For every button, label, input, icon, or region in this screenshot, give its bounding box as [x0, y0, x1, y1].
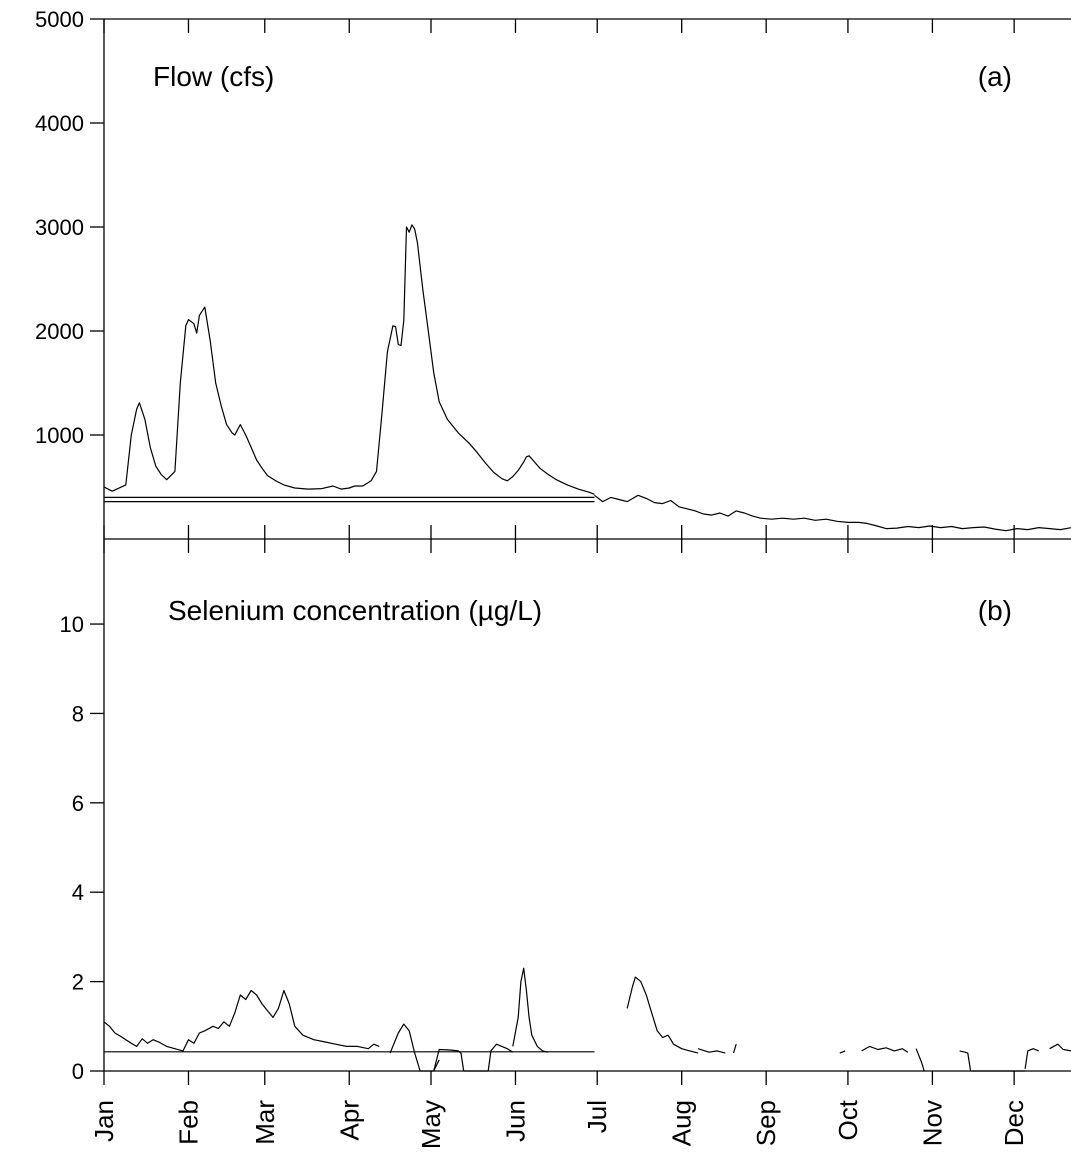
month-label-may: May — [416, 1100, 446, 1149]
month-label-feb: Feb — [173, 1100, 203, 1145]
month-label-jun: Jun — [500, 1100, 530, 1142]
panel-label: (b) — [978, 595, 1012, 626]
series-line-p1-1 — [389, 1023, 440, 1072]
series-line-p1-4 — [626, 976, 699, 1054]
series-line-p1-7 — [839, 1050, 846, 1054]
series-line-p1-13 — [1049, 1043, 1071, 1052]
y-tick-label: 1000 — [35, 423, 84, 448]
y-tick-label: 2000 — [35, 319, 84, 344]
series-line-p1-2 — [433, 1043, 514, 1072]
y-tick-label: 4000 — [35, 111, 84, 136]
series-line-p1-9 — [915, 1048, 925, 1072]
panel-title: Selenium concentration (µg/L) — [168, 595, 542, 626]
labels: 1000 2000 3000 4000 5000 Flow (cfs) (a) 0 2 4 6 8 10… — [35, 7, 1029, 1149]
month-label-dec: Dec — [999, 1100, 1029, 1146]
month-label-jul: Jul — [582, 1100, 612, 1133]
month-label-jan: Jan — [89, 1100, 119, 1142]
series-line-p1-3 — [512, 967, 549, 1053]
tick-marks — [90, 18, 1015, 1085]
series-line-p1-12 — [1024, 1048, 1039, 1069]
month-label-nov: Nov — [917, 1100, 947, 1146]
y-tick-label: 8 — [72, 701, 84, 726]
series-line-p0-0 — [103, 224, 595, 495]
series-line-p1-0 — [103, 989, 380, 1052]
month-label-sep: Sep — [751, 1100, 781, 1146]
axes — [103, 18, 1071, 1072]
y-tick-label: 5000 — [35, 7, 84, 32]
series-line-p1-8 — [861, 1045, 909, 1053]
month-label-apr: Apr — [334, 1100, 364, 1141]
data-lines — [103, 224, 1071, 1072]
month-label-oct: Oct — [833, 1099, 863, 1140]
series-line-p1-5 — [697, 1048, 726, 1054]
y-tick-label: 2 — [72, 970, 84, 995]
y-tick-label: 10 — [60, 612, 84, 637]
y-tick-label: 0 — [72, 1059, 84, 1084]
y-tick-label: 6 — [72, 791, 84, 816]
panel-title: Flow (cfs) — [153, 61, 274, 92]
month-label-aug: Aug — [667, 1100, 697, 1146]
series-line-p1-10 — [959, 1050, 972, 1072]
series-line-p0-1 — [594, 494, 1071, 532]
month-label-mar: Mar — [250, 1100, 280, 1145]
y-tick-label: 4 — [72, 880, 84, 905]
panel-label: (a) — [978, 61, 1012, 92]
y-tick-label: 3000 — [35, 215, 84, 240]
series-line-p1-6 — [732, 1044, 737, 1054]
